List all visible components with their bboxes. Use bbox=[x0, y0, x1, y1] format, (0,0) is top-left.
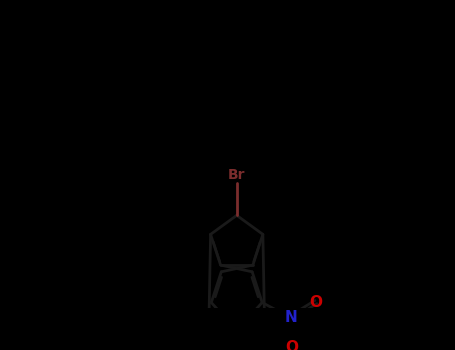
Text: O: O bbox=[309, 295, 323, 309]
Text: O: O bbox=[285, 340, 298, 350]
Text: N: N bbox=[284, 310, 297, 325]
Text: Br: Br bbox=[228, 168, 246, 182]
